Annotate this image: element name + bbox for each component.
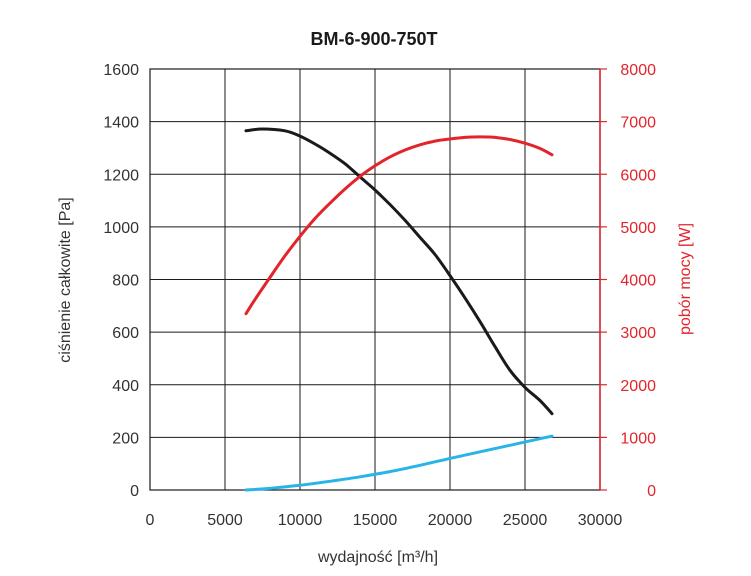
right-tick-label: 4000 [620,273,656,290]
right-axis-ticks: 0 1000 2000 3000 4000 5000 6000 7000 8000 [600,62,656,500]
series [244,127,554,492]
right-tick-label: 3000 [620,325,656,342]
x-axis-label: wydajność [m³/h] [317,549,438,566]
left-tick-label: 400 [112,378,139,395]
x-tick-label: 30000 [578,512,623,529]
left-tick-label: 0 [130,483,139,500]
x-tick-label: 5000 [207,512,243,529]
chart-title: BM-6-900-750T [310,29,437,49]
x-tick-label: 0 [146,512,155,529]
right-tick-label: 2000 [620,378,656,395]
right-tick-label: 7000 [620,115,656,132]
series-line-static-pressure [244,434,554,492]
x-axis-ticks: 0 5000 10000 15000 20000 25000 30000 [146,512,623,529]
right-tick-label: 1000 [620,430,656,447]
left-tick-label: 1400 [103,115,139,132]
right-tick-label: 6000 [620,167,656,184]
left-tick-label: 800 [112,273,139,290]
right-tick-label: 8000 [620,62,656,79]
x-tick-label: 15000 [353,512,398,529]
right-tick-label: 5000 [620,220,656,237]
series-line-power-consumption [244,135,554,316]
left-tick-label: 200 [112,430,139,447]
right-axis-label: pobór mocy [W] [677,223,694,335]
left-tick-label: 1600 [103,62,139,79]
left-axis-ticks: 0 200 400 600 800 1000 1200 1400 1600 [103,62,139,500]
left-axis-label: ciśnienie całkowite [Pa] [57,197,74,362]
grid [150,69,600,490]
left-tick-label: 600 [112,325,139,342]
left-tick-label: 1200 [103,167,139,184]
x-tick-label: 25000 [503,512,548,529]
x-tick-label: 10000 [278,512,323,529]
right-tick-label: 0 [647,483,656,500]
series-line-total-pressure [244,127,554,416]
left-tick-label: 1000 [103,220,139,237]
x-tick-label: 20000 [428,512,473,529]
